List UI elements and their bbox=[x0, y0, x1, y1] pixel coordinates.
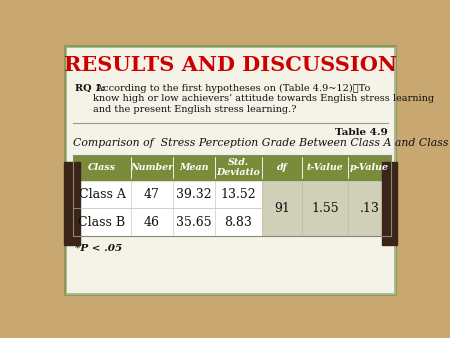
Text: 46: 46 bbox=[144, 216, 160, 229]
Text: 13.52: 13.52 bbox=[220, 188, 256, 201]
Text: Mean: Mean bbox=[180, 163, 209, 172]
Bar bbox=[261, 181, 302, 236]
Bar bbox=[348, 181, 391, 209]
Text: Number: Number bbox=[130, 163, 174, 172]
Text: 39.32: 39.32 bbox=[176, 188, 212, 201]
Bar bbox=[261, 181, 302, 209]
Bar bbox=[73, 154, 391, 181]
Bar bbox=[215, 181, 261, 209]
Bar bbox=[302, 209, 348, 236]
Text: RESULTS AND DISCUSSION: RESULTS AND DISCUSSION bbox=[64, 55, 397, 75]
Bar bbox=[130, 209, 173, 236]
Text: t-Value: t-Value bbox=[307, 163, 343, 172]
Text: *P < .05: *P < .05 bbox=[75, 244, 122, 253]
Bar bbox=[73, 209, 130, 236]
Bar bbox=[302, 181, 348, 236]
Text: 1.55: 1.55 bbox=[311, 202, 339, 215]
Bar bbox=[382, 162, 397, 245]
Bar bbox=[348, 181, 391, 236]
Text: Class: Class bbox=[88, 163, 116, 172]
Bar bbox=[173, 209, 215, 236]
Text: 35.65: 35.65 bbox=[176, 216, 212, 229]
Bar bbox=[130, 181, 173, 209]
Bar bbox=[348, 209, 391, 236]
Text: Std.
Deviatio: Std. Deviatio bbox=[216, 158, 260, 177]
Bar bbox=[302, 181, 348, 209]
Text: Comparison of  Stress Perception Grade Between Class A and Class B: Comparison of Stress Perception Grade Be… bbox=[73, 138, 450, 148]
Text: .13: .13 bbox=[360, 202, 380, 215]
Bar bbox=[73, 181, 130, 209]
Bar bbox=[173, 181, 215, 209]
Text: Class A: Class A bbox=[79, 188, 126, 201]
Bar bbox=[215, 209, 261, 236]
Text: p-Value: p-Value bbox=[350, 163, 389, 172]
Text: Table 4.9: Table 4.9 bbox=[335, 127, 388, 137]
Text: df: df bbox=[276, 163, 287, 172]
Text: RQ 1:: RQ 1: bbox=[75, 84, 105, 93]
Text: Class B: Class B bbox=[78, 216, 126, 229]
Bar bbox=[64, 162, 80, 245]
Bar bbox=[261, 209, 302, 236]
Text: 47: 47 bbox=[144, 188, 160, 201]
Text: 8.83: 8.83 bbox=[225, 216, 252, 229]
Text: According to the first hypotheses on (Table 4.9~12)：To
know high or low achiever: According to the first hypotheses on (Ta… bbox=[94, 84, 435, 114]
Text: 91: 91 bbox=[274, 202, 290, 215]
